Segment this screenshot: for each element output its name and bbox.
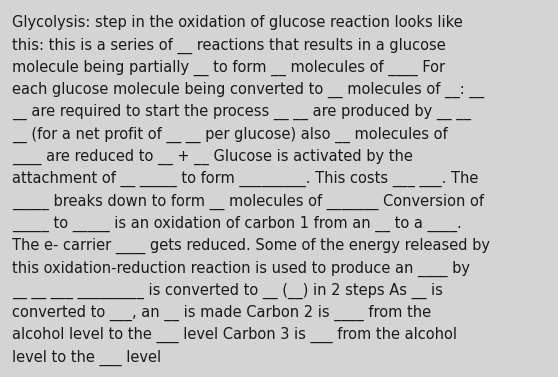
Text: molecule being partially __ to form __ molecules of ____ For: molecule being partially __ to form __ m… (12, 60, 445, 76)
Text: alcohol level to the ___ level Carbon 3 is ___ from the alcohol: alcohol level to the ___ level Carbon 3 … (12, 327, 457, 343)
Text: _____ breaks down to form __ molecules of _______ Conversion of: _____ breaks down to form __ molecules o… (12, 193, 484, 210)
Text: this: this is a series of __ reactions that results in a glucose: this: this is a series of __ reactions t… (12, 37, 446, 54)
Text: this oxidation-reduction reaction is used to produce an ____ by: this oxidation-reduction reaction is use… (12, 260, 470, 276)
Text: _____ to _____ is an oxidation of carbon 1 from an __ to a ____.: _____ to _____ is an oxidation of carbon… (12, 216, 462, 232)
Text: __ __ ___ _________ is converted to __ (__) in 2 steps As __ is: __ __ ___ _________ is converted to __ (… (12, 283, 443, 299)
Text: __ are required to start the process __ __ are produced by __ __: __ are required to start the process __ … (12, 104, 471, 120)
Text: attachment of __ _____ to form _________. This costs ___ ___. The: attachment of __ _____ to form _________… (12, 171, 478, 187)
Text: each glucose molecule being converted to __ molecules of __: __: each glucose molecule being converted to… (12, 82, 484, 98)
Text: level to the ___ level: level to the ___ level (12, 349, 161, 366)
Text: ____ are reduced to __ + __ Glucose is activated by the: ____ are reduced to __ + __ Glucose is a… (12, 149, 413, 165)
Text: converted to ___, an __ is made Carbon 2 is ____ from the: converted to ___, an __ is made Carbon 2… (12, 305, 431, 321)
Text: __ (for a net profit of __ __ per glucose) also __ molecules of: __ (for a net profit of __ __ per glucos… (12, 127, 448, 143)
Text: Glycolysis: step in the oxidation of glucose reaction looks like: Glycolysis: step in the oxidation of glu… (12, 15, 463, 30)
Text: The e- carrier ____ gets reduced. Some of the energy released by: The e- carrier ____ gets reduced. Some o… (12, 238, 490, 254)
